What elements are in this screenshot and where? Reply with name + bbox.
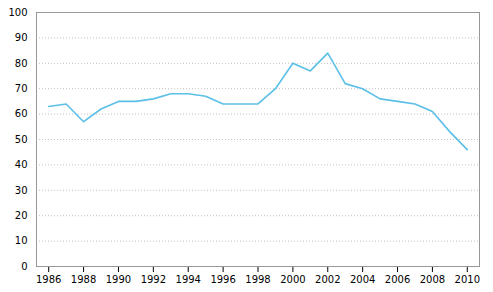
svg-text:10: 10 — [15, 235, 28, 246]
svg-text:20: 20 — [15, 210, 28, 221]
svg-text:90: 90 — [15, 32, 28, 43]
svg-text:1992: 1992 — [141, 274, 166, 285]
svg-text:50: 50 — [15, 134, 28, 145]
svg-text:70: 70 — [15, 83, 28, 94]
svg-text:1988: 1988 — [71, 274, 96, 285]
svg-text:2000: 2000 — [280, 274, 305, 285]
svg-text:100: 100 — [8, 7, 27, 18]
svg-text:80: 80 — [15, 58, 28, 69]
svg-text:1986: 1986 — [36, 274, 61, 285]
svg-text:2010: 2010 — [455, 274, 480, 285]
svg-text:2004: 2004 — [350, 274, 375, 285]
svg-text:1996: 1996 — [210, 274, 235, 285]
svg-text:60: 60 — [15, 108, 28, 119]
svg-text:1998: 1998 — [245, 274, 270, 285]
svg-text:0: 0 — [21, 261, 27, 272]
svg-text:2002: 2002 — [315, 274, 340, 285]
svg-text:1994: 1994 — [176, 274, 201, 285]
svg-text:30: 30 — [15, 185, 28, 196]
svg-text:2006: 2006 — [385, 274, 410, 285]
svg-text:2008: 2008 — [420, 274, 445, 285]
svg-text:40: 40 — [15, 159, 28, 170]
svg-text:1990: 1990 — [106, 274, 131, 285]
